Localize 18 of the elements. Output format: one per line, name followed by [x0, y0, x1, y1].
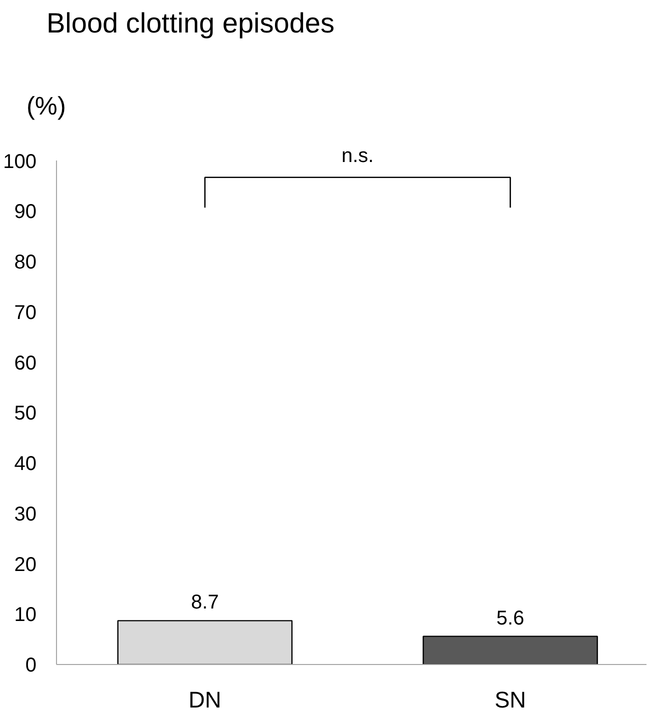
chart-title: Blood clotting episodes	[46, 8, 334, 38]
data-label: 5.6	[496, 607, 524, 630]
y-tick-label: 10	[14, 604, 37, 626]
y-tick-label: 80	[14, 252, 37, 274]
y-tick-label: 70	[14, 302, 37, 324]
y-tick-label: 100	[3, 150, 37, 173]
y-tick-label: 20	[14, 554, 37, 576]
x-tick-label: SN	[494, 686, 526, 712]
x-tick-label: DN	[188, 686, 222, 712]
y-axis-title: (%)	[26, 92, 66, 120]
y-tick-label: 0	[25, 654, 36, 676]
data-label: 8.7	[191, 592, 219, 614]
y-tick-label: 50	[14, 402, 37, 425]
annotation: n.s.	[341, 144, 374, 167]
y-tick-label: 40	[14, 453, 37, 476]
y-tick-label: 30	[14, 503, 37, 526]
y-tick-label: 90	[14, 201, 37, 224]
y-tick-label: 60	[14, 352, 37, 374]
